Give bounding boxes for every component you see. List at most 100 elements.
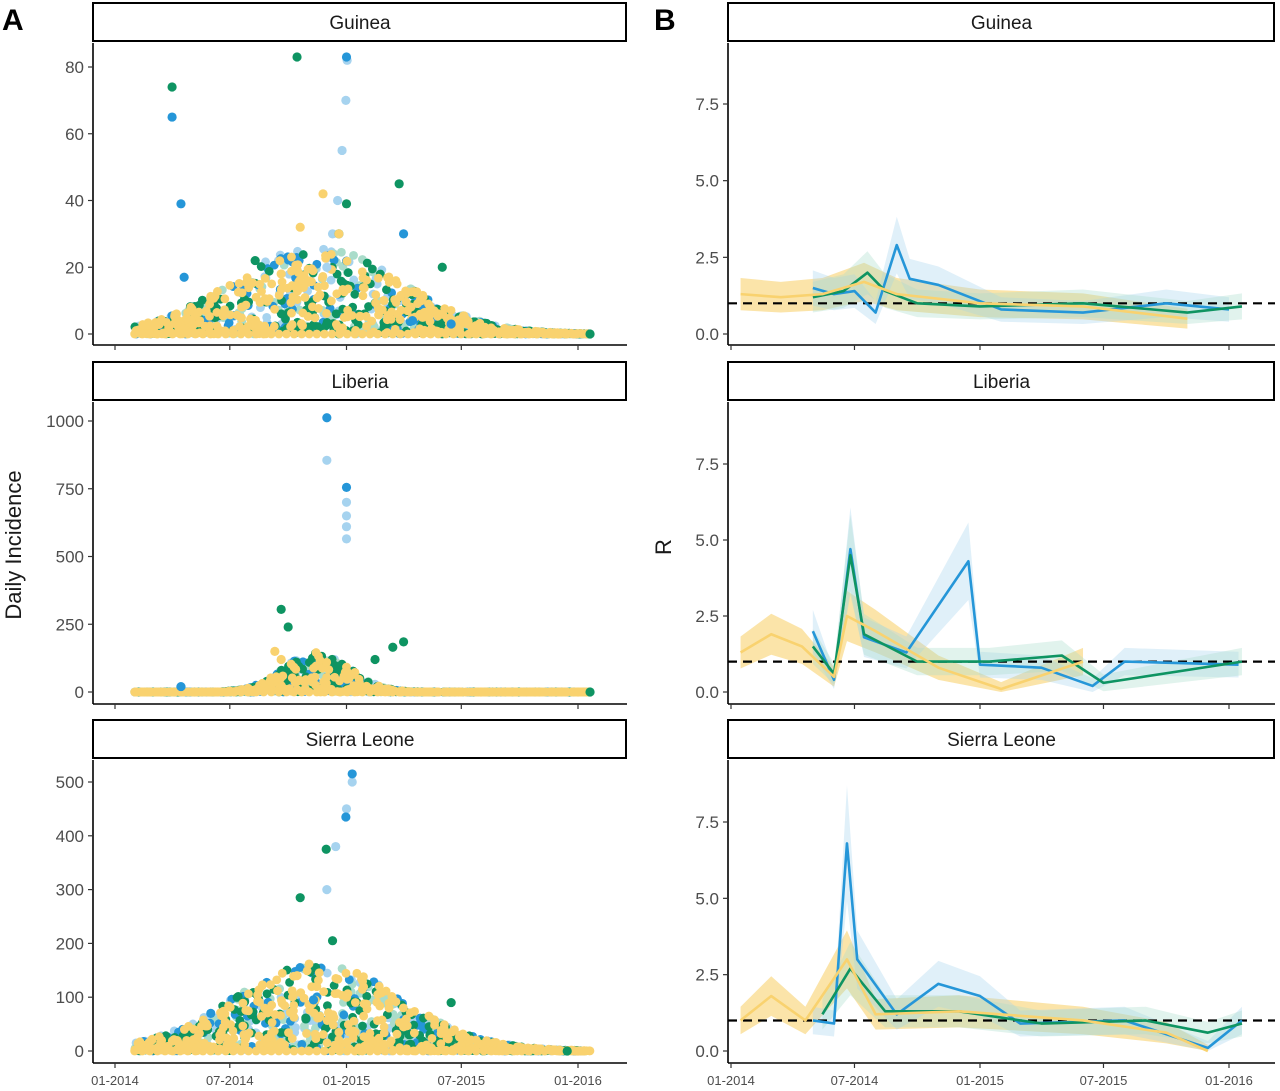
data-point [382,315,392,325]
data-point [358,1021,367,1031]
data-point [482,1038,492,1048]
data-point [304,1046,314,1056]
data-point [266,687,276,697]
data-point [391,276,401,285]
data-point-light-blue [341,497,352,507]
data-point-green [437,262,447,272]
data-point [517,1046,527,1056]
data-point [304,329,314,339]
data-point [326,275,336,285]
data-point [486,329,496,339]
data-point [277,968,287,978]
data-point [502,1046,511,1056]
data-point [562,329,572,339]
y-tick-label: 300 [56,881,84,900]
data-point [225,280,235,290]
data-point [411,1046,420,1056]
data-point-yellow [292,676,302,686]
data-point [358,291,368,301]
data-point [311,680,320,690]
data-point [287,308,296,318]
data-point [274,329,284,339]
data-point [304,959,314,969]
data-point [335,676,344,686]
y-tick-label: 7.5 [695,455,719,474]
data-point [246,314,255,324]
x-tick-label: 01-2015 [323,1073,371,1088]
data-point-yellow [573,687,583,697]
data-point [251,1046,261,1056]
data-point [256,262,266,271]
data-point [350,329,360,339]
data-point [198,687,208,697]
data-point [213,329,223,339]
data-point [326,296,336,306]
data-point [322,308,331,318]
y-tick-label: 20 [65,258,84,277]
data-point [264,266,274,276]
data-point [198,1046,208,1056]
data-point [302,278,312,288]
y-tick-label: 500 [56,548,84,567]
data-point [297,329,307,339]
data-point [517,329,527,339]
data-point [239,1030,249,1039]
data-point [234,278,244,288]
y-tick-label: 5.0 [695,531,719,550]
data-point [190,329,200,339]
data-point [283,283,292,293]
data-point [382,285,391,295]
data-point-blue [398,229,409,239]
data-point [449,687,458,697]
data-point [341,968,351,978]
data-point [225,310,235,320]
data-point [494,687,504,697]
data-point [486,1046,496,1056]
data-point [298,664,307,674]
data-point-yellow [379,296,389,306]
data-point [287,252,296,262]
data-point [160,1046,170,1056]
data-point [479,1046,489,1056]
r-line-yellow [740,280,1188,320]
data-point [373,329,382,339]
data-point-yellow [418,312,428,322]
data-point [221,1046,231,1056]
data-point [509,329,519,339]
data-point [293,265,302,275]
data-point [426,1046,436,1056]
data-point [342,256,352,266]
y-axis-title-a: Daily Incidence [1,470,26,619]
data-point [297,1046,307,1056]
data-point [343,268,353,278]
data-point [183,329,193,339]
facet-strip [727,719,1275,759]
data-point-green [295,893,305,903]
data-point [296,988,306,998]
data-point [318,1030,328,1039]
data-point [195,300,204,310]
data-point [454,315,464,325]
y-tick-label: 200 [56,934,84,953]
data-point [314,651,323,661]
data-point-light-blue [341,522,352,532]
y-tick-label: 0.0 [695,1042,719,1061]
data-point [198,1015,208,1025]
data-point [449,1046,458,1056]
y-tick-label: 0 [75,325,84,344]
data-point [364,302,373,311]
data-point [347,311,357,320]
y-tick-label: 5.0 [695,172,719,191]
data-point [464,687,474,697]
y-tick-label: 7.5 [695,95,719,114]
uncertainty-ribbon [740,590,1084,692]
data-point [440,304,450,314]
data-point-light-blue [322,262,332,272]
data-point [303,312,313,321]
data-point [267,1000,277,1010]
data-point [137,329,147,339]
data-point [349,1016,359,1026]
data-point [403,306,412,316]
data-point-yellow [456,1032,466,1043]
data-point [188,1035,198,1044]
